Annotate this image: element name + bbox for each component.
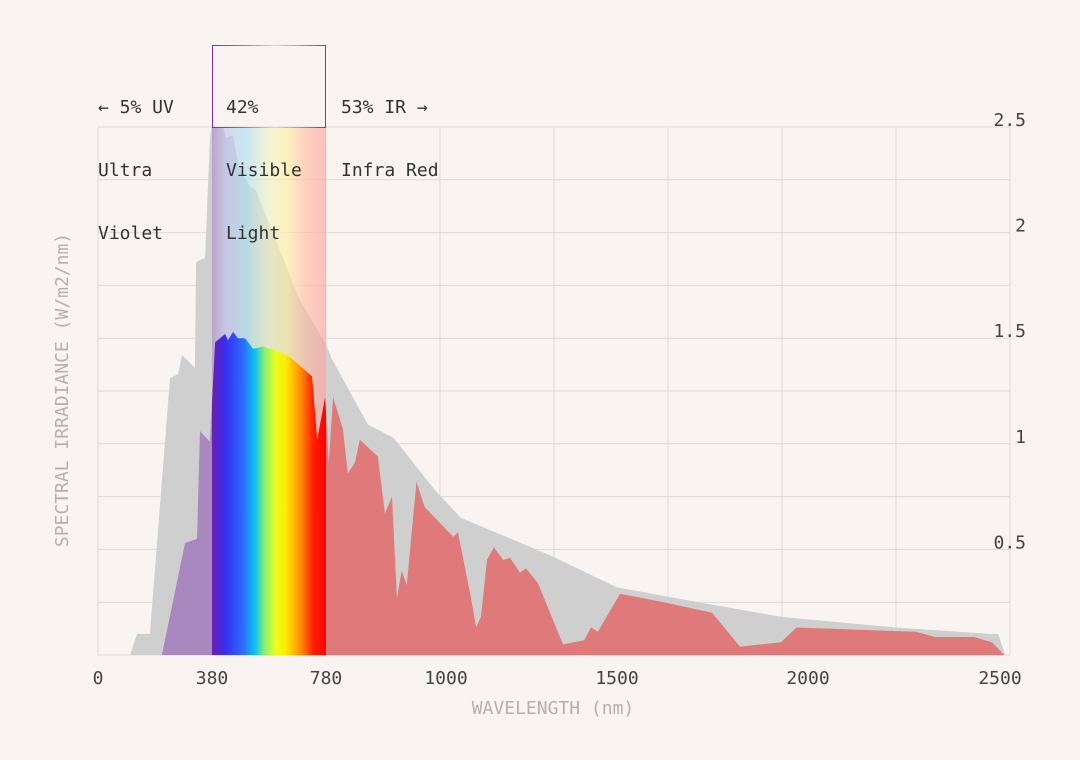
y-tick-label: 2.5 [993,110,1026,131]
visible-line2: Visible [226,160,302,181]
spectrum-series-area [161,331,1005,655]
x-tick-label: 0 [93,668,104,689]
x-tick-label: 380 [196,668,229,689]
ir-line2: Infra Red [341,160,439,181]
y-axis-title: SPECTRAL IRRADIANCE (W/m2/nm) [52,233,73,547]
visible-line3: Light [226,223,281,244]
uv-line2: Ultra [98,160,153,181]
y-axis-ticks: 0.5 1 1.5 2 2.5 [993,110,1026,553]
x-tick-label: 780 [310,668,343,689]
x-axis-ticks: 0 380 780 1000 1500 2000 2500 [93,668,1022,689]
visible-light-label-box [212,45,326,128]
x-axis-title: WAVELENGTH (nm) [472,698,635,719]
y-tick-label: 0.5 [993,532,1026,553]
x-tick-label: 2000 [786,668,829,689]
x-tick-label: 1000 [424,668,467,689]
x-tick-label: 2500 [978,668,1021,689]
y-tick-label: 2 [1015,216,1026,237]
ir-line1: 53% IR → [341,97,428,118]
uv-region-label: ← 5% UV Ultra Violet [98,55,174,286]
ir-region-label: 53% IR → Infra Red [341,55,439,223]
visible-region-label: 42% Visible Light [226,55,302,286]
y-tick-label: 1 [1015,427,1026,448]
y-tick-label: 1.5 [993,321,1026,342]
x-tick-label: 1500 [595,668,638,689]
visible-line1: 42% [226,97,259,118]
uv-line3: Violet [98,223,164,244]
uv-line1: ← 5% UV [98,97,174,118]
